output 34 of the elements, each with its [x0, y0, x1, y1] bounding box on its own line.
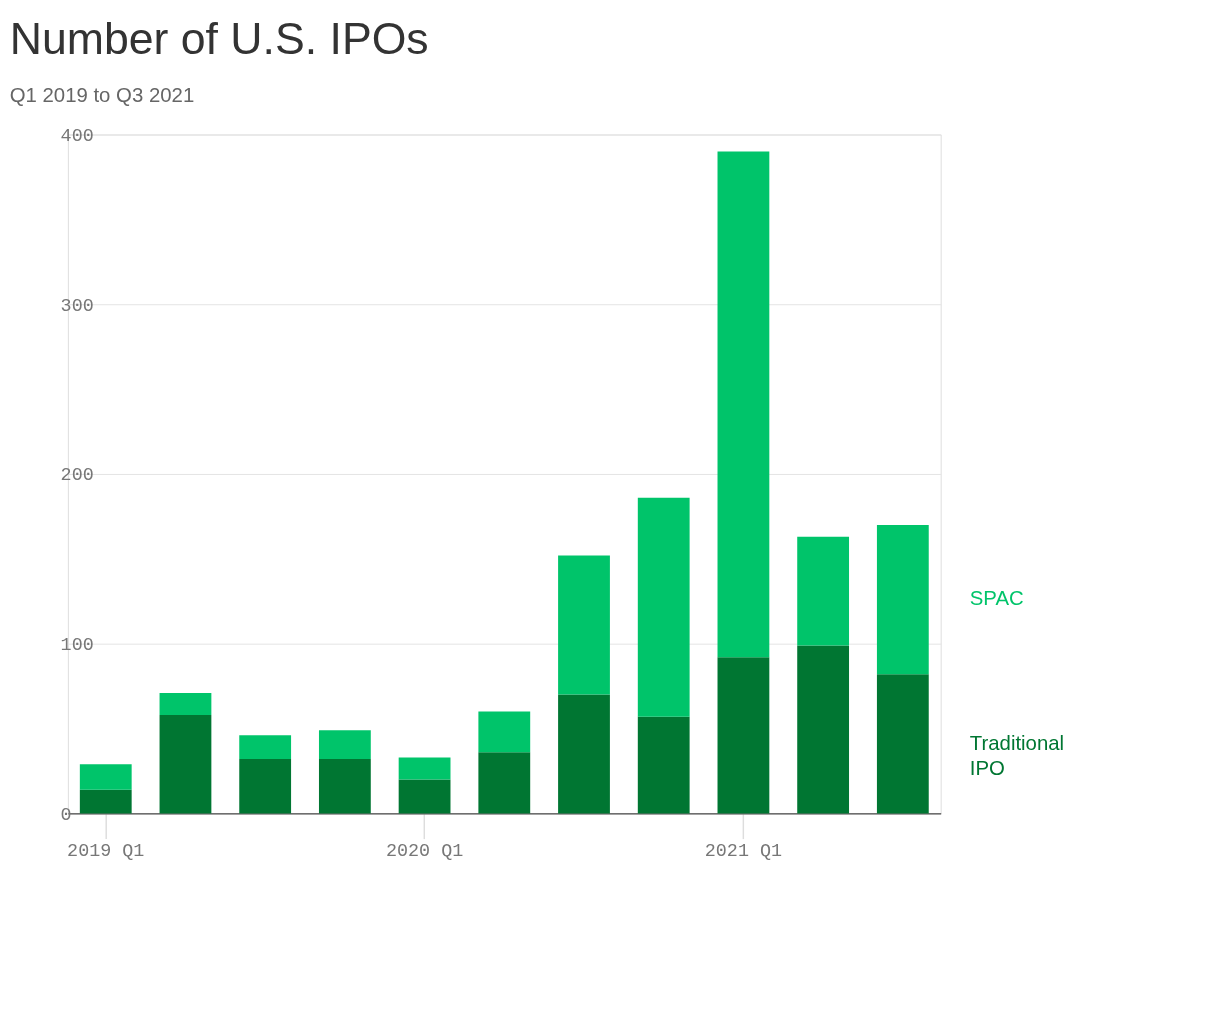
bar: [398, 757, 451, 780]
x-tick-label: 2020 Q1: [385, 840, 464, 862]
bar: [478, 752, 531, 814]
chart-subtitle: Q1 2019 to Q3 2021: [9, 83, 195, 106]
y-tick-label: 300: [60, 295, 94, 317]
y-tick-label: 100: [60, 634, 94, 656]
bar: [318, 759, 371, 814]
bar: [79, 764, 132, 790]
bar: [717, 657, 770, 814]
bar: [398, 779, 451, 814]
bar: [318, 730, 371, 760]
bar: [239, 735, 292, 760]
y-tick-label: 200: [60, 465, 94, 487]
bar: [717, 151, 770, 658]
bar: [478, 711, 531, 753]
chart-title: Number of U.S. IPOs: [9, 14, 429, 64]
bar: [797, 536, 850, 646]
bar: [876, 524, 929, 675]
bar: [797, 645, 850, 814]
bar: [239, 759, 292, 814]
bar: [558, 555, 610, 695]
bar: [637, 716, 690, 814]
text: Traditional IPO: [969, 731, 1065, 779]
bar: [159, 714, 212, 814]
y-tick-label: 0: [60, 804, 72, 826]
bar: [558, 694, 610, 814]
x-tick-label: 2021 Q1: [704, 840, 783, 862]
bar: [876, 674, 929, 814]
y-tick-label: 400: [60, 125, 94, 147]
bar: [637, 497, 690, 717]
bar: [79, 789, 132, 814]
text: SPAC: [969, 587, 1024, 610]
bar: [159, 692, 212, 715]
x-tick-label: 2019 Q1: [67, 840, 145, 862]
